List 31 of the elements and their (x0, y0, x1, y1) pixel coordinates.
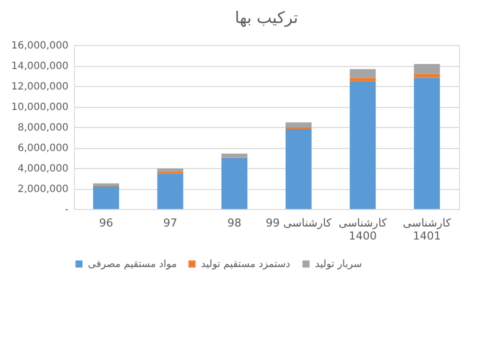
y-tick-label: 10,000,000 (11, 102, 68, 113)
bar (350, 69, 376, 78)
y-tick-label: 2,000,000 (18, 184, 68, 195)
bar (286, 122, 312, 128)
y-tick-label: 8,000,000 (18, 122, 68, 134)
bar (350, 81, 376, 209)
y-tick-label: 12,000,000 (11, 82, 68, 92)
bar (414, 78, 440, 209)
legend-label: دستمزد مستقیم تولید (201, 259, 290, 270)
bar (221, 154, 248, 158)
x-tick-label: 97 (163, 216, 178, 230)
legend-label: مواد مستقیم مصرفی (88, 259, 177, 270)
bar (414, 74, 440, 78)
bar (350, 78, 376, 82)
x-tick-label: 96 (99, 216, 114, 230)
y-tick-label: 4,000,000 (18, 164, 68, 174)
bar (221, 158, 248, 209)
bar (414, 64, 440, 74)
legend-label: سربار تولید (315, 259, 362, 270)
y-tick-label: - (64, 204, 69, 216)
bar (286, 129, 312, 209)
bar (157, 174, 184, 209)
x-tick-label: کارشناسی 99 (266, 216, 332, 230)
y-tick-label: 14,000,000 (11, 61, 68, 72)
bar (93, 186, 120, 209)
chart-title: ترکیب بها (234, 8, 298, 27)
y-tick-label: 6,000,000 (18, 143, 68, 154)
bar (157, 168, 184, 172)
bar (93, 183, 120, 186)
x-tick-label: 98 (227, 216, 242, 230)
y-tick-label: 16,000,000 (11, 40, 68, 52)
